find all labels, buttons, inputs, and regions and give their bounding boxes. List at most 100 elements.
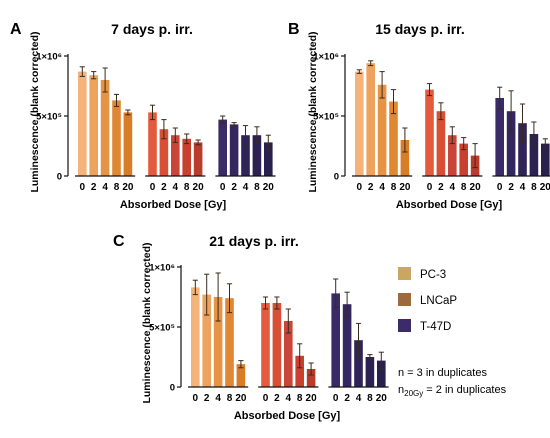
- bar-t-47d-2gy: [229, 124, 239, 176]
- x-tick-label: 20: [540, 182, 550, 193]
- x-tick-label: 2: [368, 182, 374, 193]
- legend-swatch-t-47d: [398, 319, 411, 332]
- x-tick-label: 2: [231, 182, 237, 193]
- x-tick-label: 4: [102, 182, 108, 193]
- y-tick-label: 0: [57, 172, 62, 183]
- legend-label-t-47d: T-47D: [420, 321, 451, 333]
- bar-lncap-2gy: [436, 111, 446, 176]
- bar-t-47d-0gy: [218, 119, 227, 176]
- x-tick-label: 20: [399, 182, 411, 193]
- bar-pc-3-4gy: [377, 84, 387, 176]
- x-tick-label: 2: [204, 393, 210, 404]
- x-tick-label: 0: [193, 393, 199, 404]
- chart-title: 21 days p. irr.: [209, 233, 299, 249]
- x-tick-label: 4: [379, 182, 385, 193]
- x-tick-label: 8: [114, 182, 120, 193]
- x-tick-label: 20: [470, 182, 482, 193]
- bar-t-47d-4gy: [241, 135, 250, 176]
- y-axis-title: Luminescence (blank corrected): [307, 31, 319, 192]
- bar-t-47d-20gy: [377, 360, 386, 387]
- bar-lncap-20gy: [306, 369, 316, 387]
- y-axis-title: Luminescence (blank corrected): [29, 31, 41, 192]
- legend-label-lncap: LNCaP: [420, 295, 457, 307]
- legend-swatch-pc-3: [398, 267, 411, 280]
- y-tick-label: 1×10⁶: [36, 52, 62, 63]
- x-tick-label: 0: [263, 393, 269, 404]
- y-tick-label: 1×10⁶: [149, 263, 175, 274]
- bar-pc-3-20gy: [400, 140, 410, 176]
- bar-pc-3-2gy: [89, 75, 98, 176]
- x-tick-label: 8: [297, 393, 303, 404]
- chart-panel-c: C 21 days p. irr. 0 5×10⁵ 1×10⁶Luminescence …: [113, 233, 389, 422]
- x-tick-label: 0: [150, 182, 156, 193]
- bar-lncap-8gy: [182, 138, 191, 176]
- x-tick-label: 2: [91, 182, 97, 193]
- x-tick-label: 4: [286, 393, 292, 404]
- x-tick-label: 20: [376, 393, 388, 404]
- bar-t-47d-20gy: [541, 143, 550, 176]
- x-tick-label: 20: [122, 182, 134, 193]
- bar-lncap-2gy: [159, 129, 169, 176]
- bar-pc-3-2gy: [366, 63, 375, 177]
- x-tick-label: 8: [184, 182, 190, 193]
- x-tick-label: 8: [391, 182, 397, 193]
- legend: PC-3 LNCaP T-47D: [398, 267, 457, 333]
- bar-t-47d-8gy: [365, 357, 375, 387]
- y-tick-label: 5×10⁵: [313, 112, 339, 123]
- bar-t-47d-4gy: [354, 340, 363, 387]
- x-tick-label: 2: [438, 182, 444, 193]
- bar-pc-3-0gy: [191, 287, 200, 387]
- bar-t-47d-2gy: [506, 111, 516, 176]
- x-axis-title: Absorbed Dose [Gy]: [234, 410, 341, 422]
- bar-t-47d-0gy: [331, 293, 340, 387]
- bar-lncap-4gy: [171, 135, 180, 176]
- bar-pc-3-0gy: [355, 71, 364, 176]
- x-tick-label: 0: [497, 182, 503, 193]
- bar-pc-3-8gy: [225, 298, 234, 387]
- bar-pc-3-8gy: [389, 101, 398, 176]
- bar-t-47d-8gy: [529, 134, 539, 176]
- chart-title: 7 days p. irr.: [111, 21, 193, 37]
- bar-lncap-8gy: [459, 143, 468, 176]
- y-tick-label: 1×10⁶: [313, 52, 339, 63]
- x-tick-label: 0: [220, 182, 226, 193]
- x-tick-label: 4: [356, 393, 362, 404]
- y-tick-label: 5×10⁵: [149, 323, 175, 334]
- chart-panel-b: B 15 days p. irr. 0 5×10⁵ 1×10⁶Luminescence …: [288, 21, 550, 211]
- x-tick-label: 8: [254, 182, 260, 193]
- x-axis-title: Absorbed Dose [Gy]: [396, 199, 503, 211]
- x-tick-label: 2: [508, 182, 514, 193]
- x-tick-label: 2: [274, 393, 280, 404]
- x-tick-label: 8: [461, 182, 467, 193]
- x-tick-label: 4: [173, 182, 179, 193]
- bar-lncap-4gy: [448, 135, 457, 176]
- bar-pc-3-8gy: [112, 100, 121, 176]
- x-tick-label: 20: [263, 182, 275, 193]
- x-tick-label: 0: [357, 182, 363, 193]
- bar-lncap-8gy: [295, 355, 304, 387]
- x-tick-label: 8: [531, 182, 537, 193]
- bar-pc-3-20gy: [236, 364, 246, 387]
- x-tick-label: 4: [215, 393, 221, 404]
- panel-label: B: [288, 21, 300, 38]
- bar-t-47d-4gy: [518, 123, 527, 176]
- bar-pc-3-4gy: [100, 80, 110, 176]
- x-tick-label: 4: [450, 182, 456, 193]
- note-line-1: n = 3 in duplicates: [398, 367, 487, 379]
- x-tick-label: 0: [427, 182, 433, 193]
- x-tick-label: 2: [344, 393, 350, 404]
- y-tick-label: 5×10⁵: [36, 112, 62, 123]
- bar-t-47d-20gy: [264, 142, 273, 176]
- bar-t-47d-8gy: [252, 135, 262, 176]
- bar-lncap-0gy: [425, 89, 434, 176]
- bar-t-47d-0gy: [495, 98, 504, 176]
- bar-lncap-20gy: [193, 142, 203, 176]
- y-tick-label: 0: [334, 172, 339, 183]
- x-tick-label: 0: [333, 393, 339, 404]
- bar-pc-3-0gy: [78, 71, 87, 176]
- bar-lncap-2gy: [272, 303, 282, 387]
- note-line-2: n20Gy = 2 in duplicates: [398, 384, 507, 398]
- panel-label: A: [10, 21, 22, 38]
